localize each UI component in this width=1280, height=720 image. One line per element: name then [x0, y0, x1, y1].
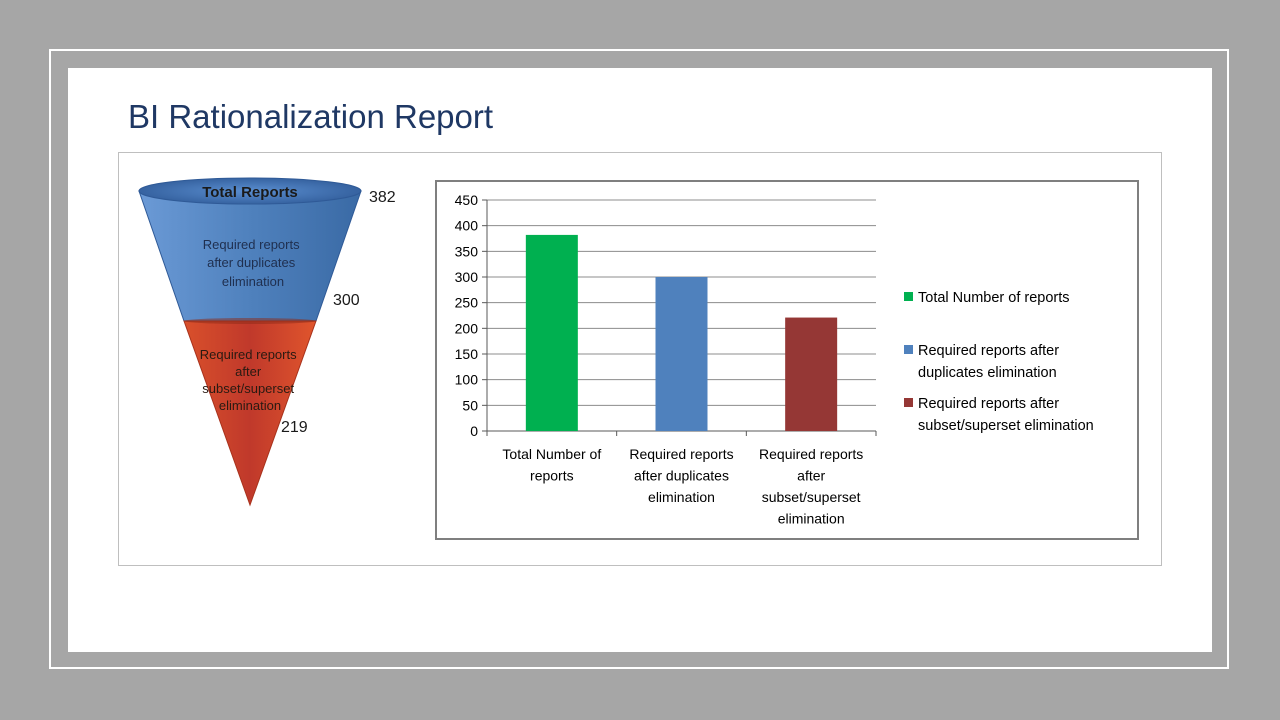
y-tick-label: 200 — [455, 320, 479, 336]
y-tick-label: 250 — [455, 295, 479, 311]
bar-2 — [655, 277, 708, 431]
y-tick-label: 100 — [455, 372, 479, 388]
x-category-label: Total Number of reports — [502, 446, 601, 484]
slide: BI Rationalization Report — [68, 68, 1212, 652]
slide-outer-frame — [49, 49, 1229, 669]
bar-chart: 0 50 100 150 200 250 300 350 400 450 Total Number … — [435, 180, 1139, 540]
y-tick-label: 400 — [455, 218, 479, 234]
y-tick-label: 0 — [470, 423, 478, 439]
funnel-low-label: Required reports after subset/superset e… — [200, 347, 300, 413]
bar-1 — [525, 234, 578, 431]
legend-swatch-2 — [904, 345, 913, 354]
x-category-label: Required reports after subset/superset elim… — [759, 446, 863, 527]
y-tick-label: 350 — [455, 243, 479, 259]
legend-swatch-1 — [904, 292, 913, 301]
funnel-mid-label: Required reports after duplicates elimin… — [203, 237, 303, 289]
legend-label-2: Required reports after duplicates elimina… — [918, 343, 1059, 381]
funnel-top-ellipse — [138, 177, 362, 205]
funnel-value-subset: 219 — [281, 419, 308, 436]
legend-label-1: Total Number of reports — [918, 290, 1070, 306]
y-tick-label: 450 — [455, 192, 479, 208]
figure-panel: Total Reports Required reports after dup… — [118, 152, 1162, 566]
x-category-label: Required reports after duplicates eliminat… — [629, 446, 733, 505]
slide-title: BI Rationalization Report — [128, 98, 494, 135]
funnel-value-total: 382 — [369, 189, 396, 206]
funnel-graphic: Total Reports Required reports after dup… — [138, 177, 396, 507]
bar-3 — [785, 317, 838, 431]
y-tick-label: 50 — [462, 397, 478, 413]
funnel-value-duplicates: 300 — [333, 292, 360, 309]
y-tick-label: 300 — [455, 269, 479, 285]
y-tick-label: 150 — [455, 346, 479, 362]
legend-label-3: Required reports after subset/superset el… — [918, 396, 1094, 434]
legend-swatch-3 — [904, 398, 913, 407]
funnel-top-label: Total Reports — [202, 184, 298, 201]
